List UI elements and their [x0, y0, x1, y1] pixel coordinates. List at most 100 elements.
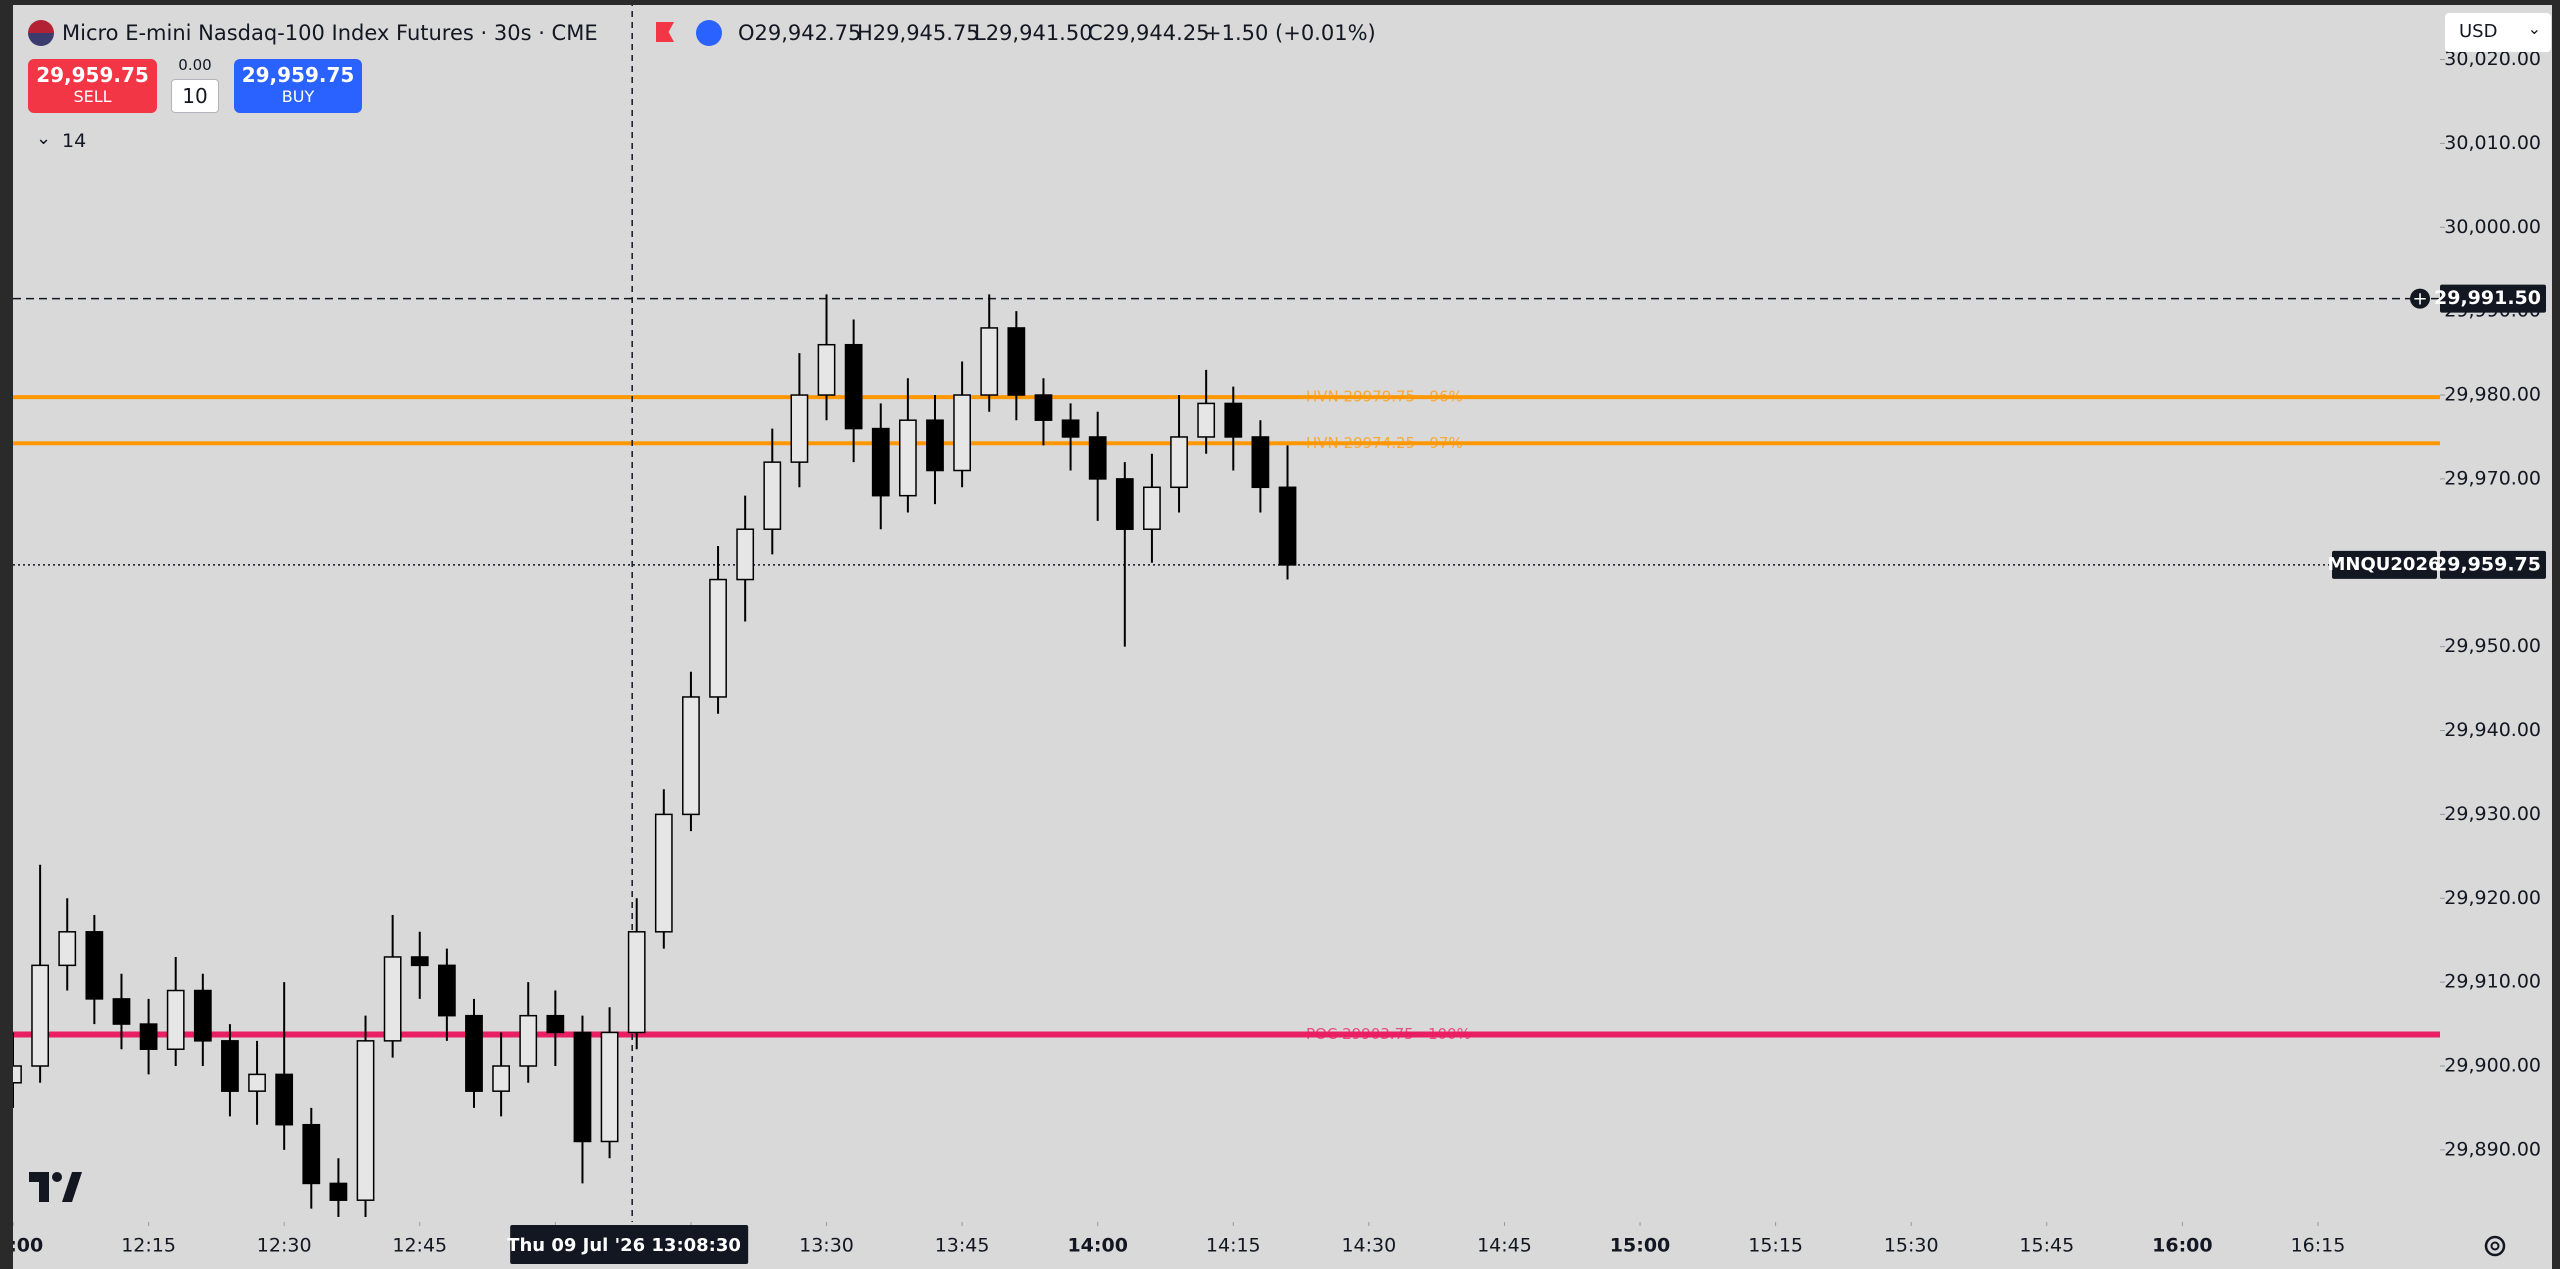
x-tick-label: 15:30: [1884, 1235, 1939, 1257]
spread: 0.00: [178, 56, 212, 74]
candle-body: [275, 1073, 294, 1126]
sell-label: SELL: [73, 87, 112, 106]
y-tick-label: 29,930.00: [2444, 803, 2541, 825]
candle-body: [817, 343, 836, 396]
tv-logo: [29, 1172, 82, 1202]
y-tick-label: 30,000.00: [2444, 216, 2541, 238]
candle-body: [356, 1040, 375, 1201]
candle-body: [871, 427, 890, 497]
dropdown-arrow: ⌄: [2527, 19, 2541, 38]
x-tick-label: 14:45: [1477, 1235, 1532, 1257]
crosshair-date: Thu 09 Jul '26: [507, 1235, 645, 1256]
symbol-title[interactable]: Micro E-mini Nasdaq-100 Index Futures · …: [62, 21, 598, 45]
candle-body: [980, 327, 999, 396]
ohlc-open: O29,942.75: [738, 21, 862, 45]
candle-body: [383, 956, 402, 1042]
candle-body: [1278, 486, 1297, 566]
candle-body: [1143, 486, 1161, 530]
currency-select[interactable]: USD ⌄: [2445, 13, 2551, 52]
ohlc-low: L29,941.50: [974, 21, 1093, 45]
candle-body: [926, 419, 944, 472]
currency-label: USD: [2459, 21, 2498, 42]
candle-body: [1251, 436, 1270, 489]
candle-body: [1197, 402, 1216, 438]
x-tick-label: 16:00: [2152, 1235, 2212, 1257]
candle-body: [1088, 436, 1107, 480]
symbol-label: MNQU2026: [2328, 554, 2441, 575]
add-alert-plus: +: [2412, 289, 2427, 310]
x-tick-label: 15:00: [1610, 1235, 1670, 1257]
y-tick-label: 29,980.00: [2444, 384, 2541, 406]
quantity-input[interactable]: 10: [171, 79, 219, 113]
x-tick-label: 12:00: [0, 1235, 43, 1257]
indicators-count: 14: [62, 130, 87, 152]
x-tick-label: 13:45: [935, 1235, 990, 1257]
replay-icon[interactable]: [696, 20, 722, 46]
candle-body: [600, 1031, 619, 1143]
indicators-toggle[interactable]: ⌄: [36, 128, 52, 149]
candle-body: [627, 931, 646, 1034]
settings-icon[interactable]: [2484, 1235, 2506, 1257]
candle-body: [85, 931, 104, 1000]
candle-body: [248, 1073, 266, 1092]
candle-body: [139, 1023, 158, 1050]
sell-button[interactable]: 29,959.75 SELL: [28, 59, 157, 113]
flag-marker[interactable]: [656, 22, 674, 42]
ohlc-close: C29,944.25: [1088, 21, 1210, 45]
x-tick-label: 15:45: [2019, 1235, 2074, 1257]
candle-body: [410, 956, 429, 967]
x-tick-label: 13:30: [799, 1235, 854, 1257]
y-tick-label: 29,940.00: [2444, 719, 2541, 741]
level-label: HVN 29974.25 · 97%: [1306, 434, 1463, 452]
candle-body: [437, 964, 456, 1017]
candle-body: [465, 1014, 483, 1092]
y-tick-label: 29,910.00: [2444, 971, 2541, 993]
candle-body: [1034, 394, 1053, 421]
candle-body: [1224, 402, 1243, 438]
candle-body: [112, 998, 131, 1025]
candle-body: [1061, 419, 1080, 438]
y-tick-label: 29,900.00: [2444, 1055, 2541, 1077]
candle-body: [302, 1123, 321, 1185]
last-price-label: 29,959.75: [2434, 553, 2541, 575]
buy-button[interactable]: 29,959.75 BUY: [234, 59, 362, 113]
alert-price-label: 29,991.50: [2434, 287, 2541, 309]
candle-body: [193, 989, 212, 1042]
symbol-box: [2332, 550, 2437, 579]
buy-price: 29,959.75: [241, 63, 355, 87]
candle-body: [329, 1182, 348, 1201]
y-tick-label: 30,010.00: [2444, 132, 2541, 154]
alert-price-box: [2440, 284, 2546, 313]
candle-body: [492, 1065, 510, 1092]
x-tick-label: 15:15: [1748, 1235, 1803, 1257]
last-price-box: [2440, 550, 2546, 579]
y-tick-label: 29,890.00: [2444, 1138, 2541, 1160]
crosshair-time-box: [510, 1225, 749, 1264]
candle-body: [654, 813, 673, 933]
flag-icon: [28, 20, 54, 46]
candle-body: [709, 578, 727, 698]
x-tick-label: 12:45: [392, 1235, 447, 1257]
x-tick-label: 16:15: [2291, 1235, 2346, 1257]
x-tick-label: 12:30: [257, 1235, 312, 1257]
candle-body: [519, 1014, 538, 1067]
buy-label: BUY: [281, 87, 315, 106]
x-tick-label: 14:00: [1067, 1235, 1127, 1257]
ohlc-change: +1.50 (+0.01%): [1204, 21, 1376, 45]
x-tick-label: 14:15: [1206, 1235, 1261, 1257]
candle-body: [221, 1040, 239, 1092]
y-tick-label: 29,970.00: [2444, 467, 2541, 489]
candle-body: [58, 931, 77, 967]
level-label: POC 29903.75 · 100%: [1306, 1025, 1471, 1043]
x-tick-label: 12:15: [121, 1235, 176, 1257]
y-tick-label: 29,920.00: [2444, 887, 2541, 909]
candle-body: [682, 696, 700, 816]
crosshair-time: 13:08:30: [651, 1235, 741, 1256]
candle-body: [1115, 478, 1134, 530]
candle-body: [790, 394, 809, 463]
add-alert-icon[interactable]: [2410, 288, 2430, 309]
y-tick-label: 29,950.00: [2444, 635, 2541, 657]
candle-body: [736, 528, 755, 581]
y-tick-label: 30,020.00: [2444, 48, 2541, 70]
